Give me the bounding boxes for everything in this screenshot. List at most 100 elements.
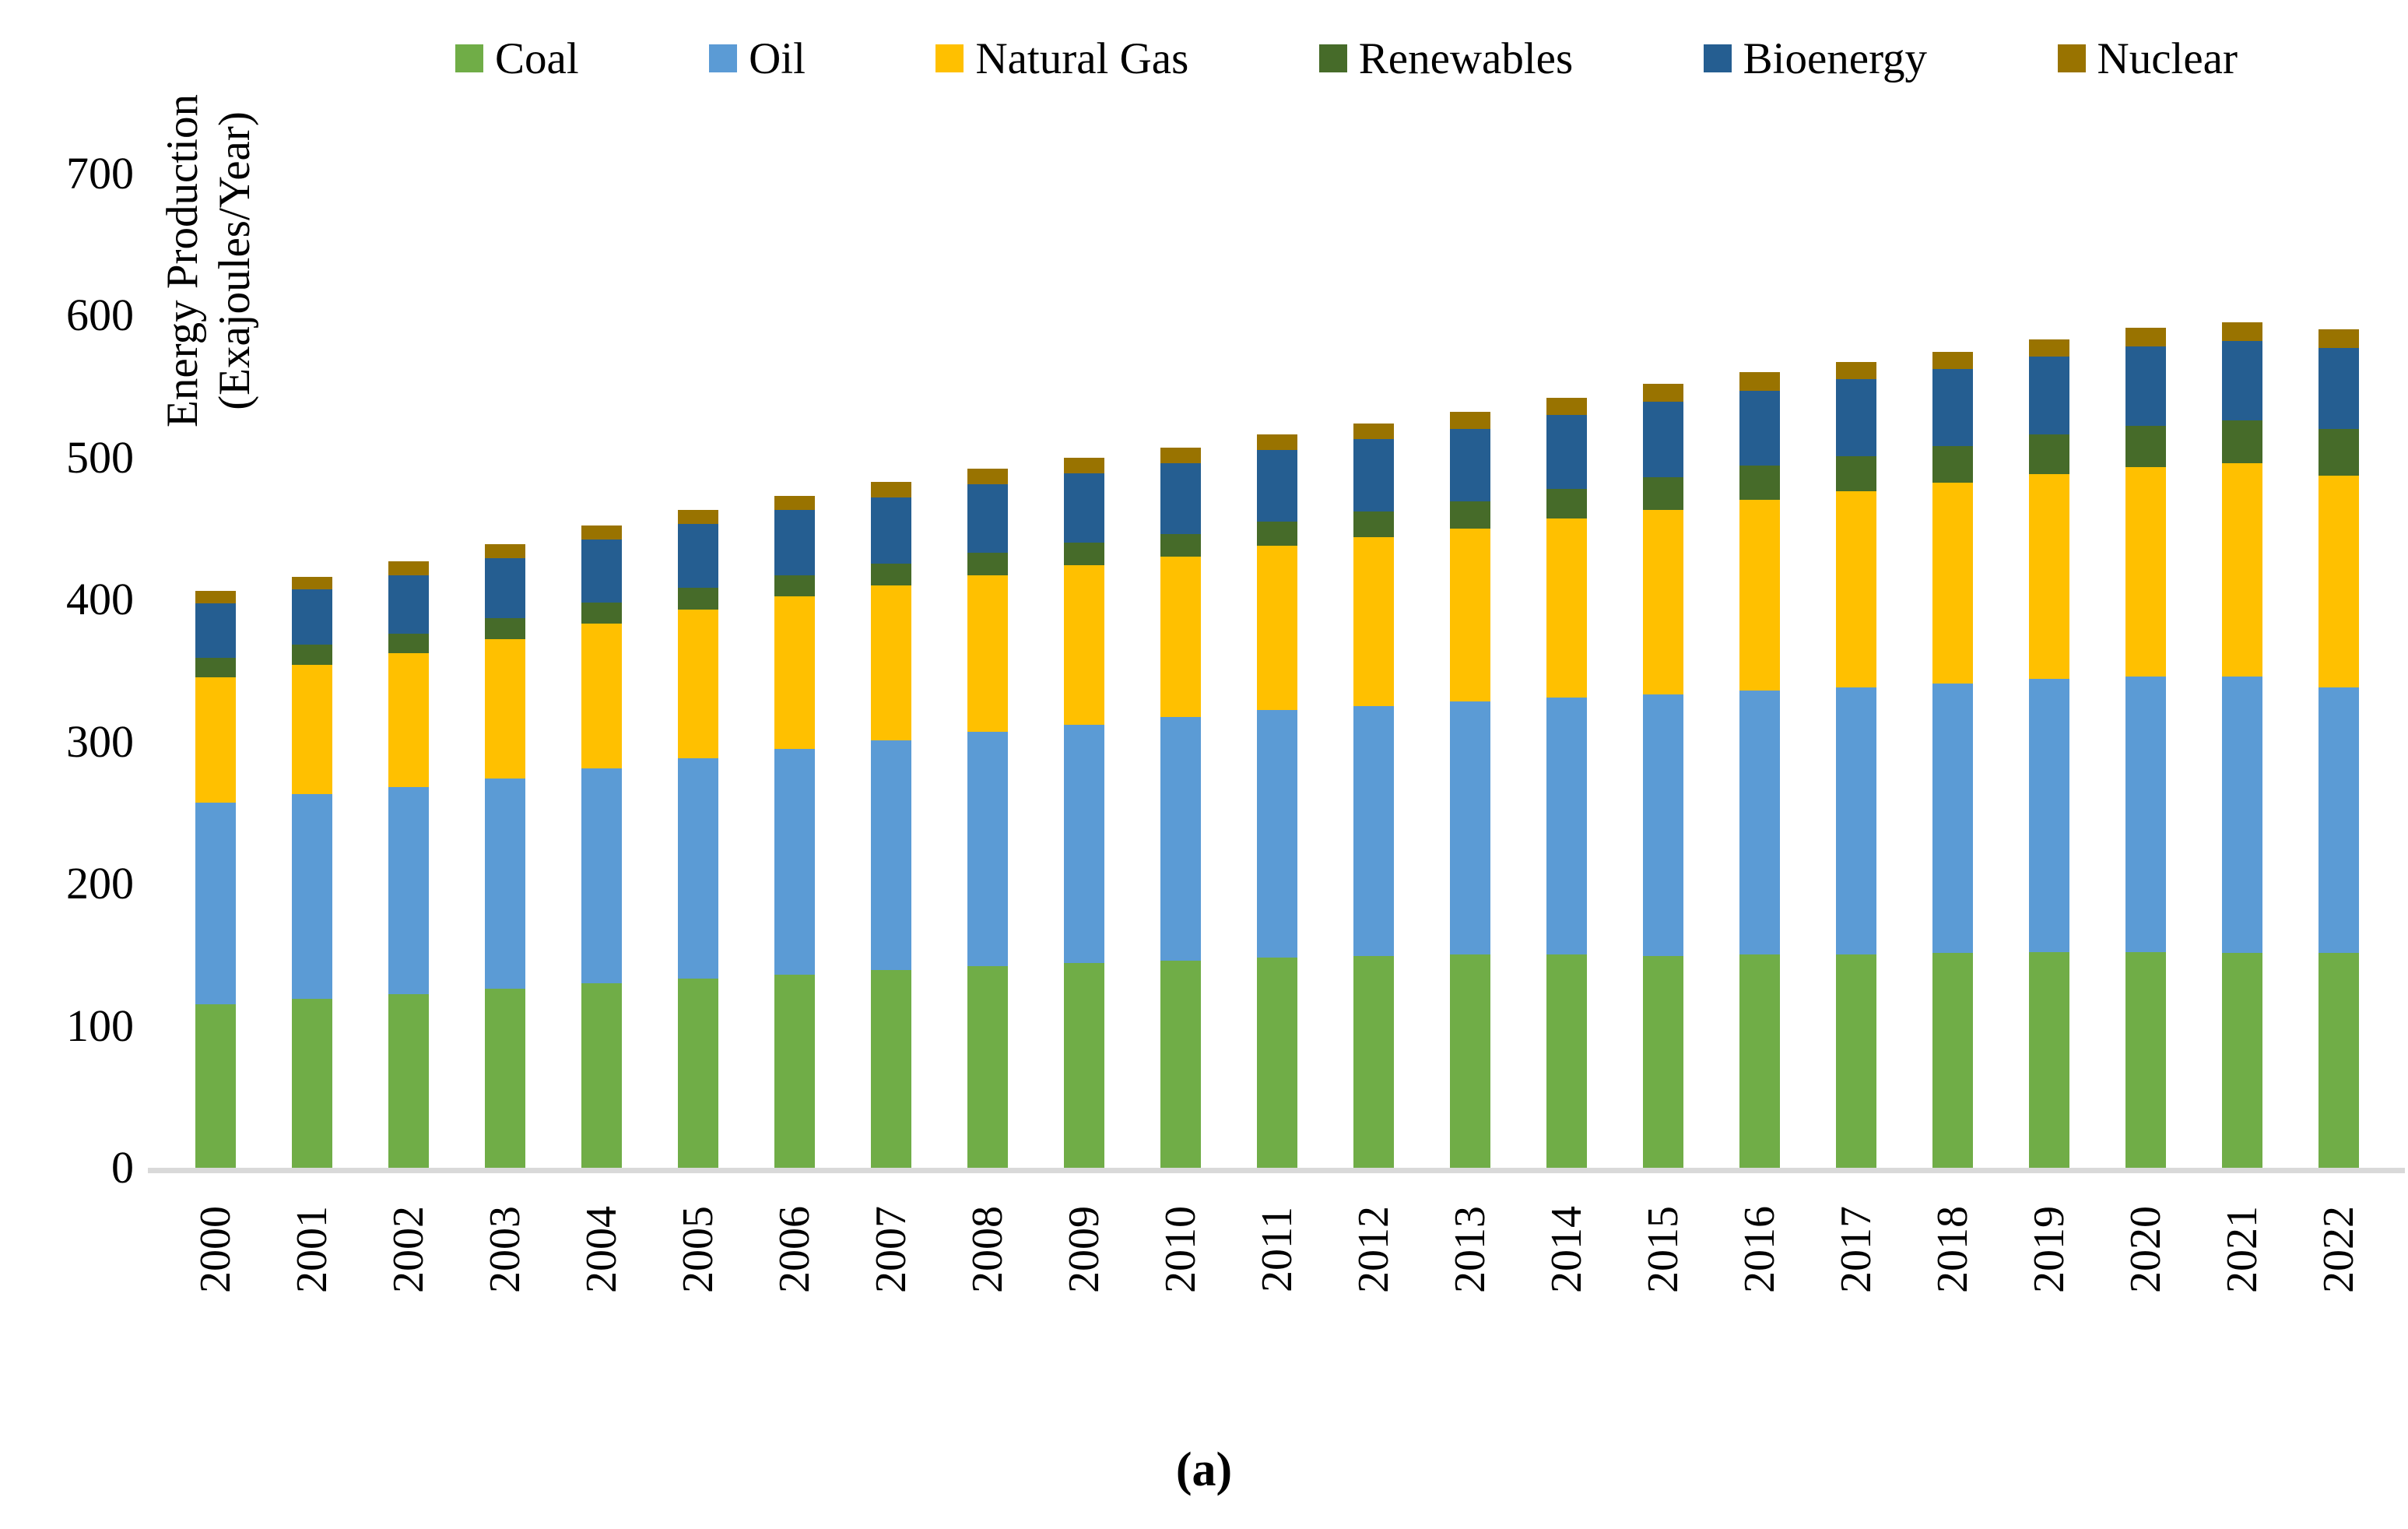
bar-segment-natural-gas-2002 bbox=[388, 653, 429, 787]
bar-segment-oil-2019 bbox=[2028, 679, 2069, 952]
bar-segment-bioenergy-2008 bbox=[967, 484, 1008, 553]
bar-segment-oil-2008 bbox=[967, 731, 1008, 966]
bar-segment-nuclear-2002 bbox=[388, 561, 429, 575]
bar-segment-coal-2005 bbox=[677, 979, 718, 1168]
legend-label-oil: Oil bbox=[749, 33, 806, 83]
x-tick-label-2016: 2016 bbox=[1735, 1206, 1784, 1293]
bar-segment-oil-2014 bbox=[1546, 697, 1587, 955]
bar-segment-renewables-2010 bbox=[1160, 534, 1201, 557]
x-tick-label-2019: 2019 bbox=[2024, 1206, 2073, 1293]
x-tick-label-2009: 2009 bbox=[1059, 1206, 1108, 1293]
x-tick-label-2011: 2011 bbox=[1252, 1207, 1301, 1292]
bar-segment-coal-2015 bbox=[1642, 956, 1683, 1168]
x-tick-label-2015: 2015 bbox=[1638, 1206, 1687, 1293]
x-tick-label-2021: 2021 bbox=[2217, 1206, 2266, 1293]
bar-segment-renewables-2018 bbox=[1932, 445, 1973, 483]
bar-segment-nuclear-2015 bbox=[1642, 383, 1683, 402]
bar-segment-oil-2007 bbox=[870, 740, 911, 971]
bar-segment-natural-gas-2009 bbox=[1063, 565, 1104, 725]
bar-segment-coal-2008 bbox=[967, 965, 1008, 1168]
bar-segment-bioenergy-2003 bbox=[484, 558, 525, 618]
bar-segment-bioenergy-2015 bbox=[1642, 402, 1683, 478]
bar-segment-natural-gas-2020 bbox=[2125, 467, 2166, 677]
bar-segment-coal-2020 bbox=[2125, 951, 2166, 1168]
bar-segment-oil-2017 bbox=[1835, 687, 1876, 955]
bar-segment-nuclear-2010 bbox=[1160, 447, 1201, 463]
bar-segment-oil-2000 bbox=[195, 802, 236, 1005]
bar-segment-coal-2016 bbox=[1739, 954, 1780, 1168]
legend-swatch-coal bbox=[455, 44, 483, 72]
x-tick-label-2003: 2003 bbox=[480, 1206, 529, 1293]
bar-segment-renewables-2000 bbox=[195, 657, 236, 678]
bar-segment-bioenergy-2000 bbox=[195, 603, 236, 658]
x-tick-label-2013: 2013 bbox=[1445, 1206, 1494, 1293]
bar-segment-coal-2014 bbox=[1546, 954, 1587, 1168]
legend-item-bioenergy: Bioenergy bbox=[1703, 33, 1927, 84]
bar-segment-bioenergy-2004 bbox=[581, 540, 622, 603]
x-tick-label-2012: 2012 bbox=[1349, 1206, 1398, 1293]
x-axis-line bbox=[148, 1168, 2405, 1173]
y-tick-label-700: 700 bbox=[66, 147, 134, 199]
x-tick-label-2017: 2017 bbox=[1831, 1206, 1880, 1293]
bar-segment-nuclear-2013 bbox=[1449, 412, 1490, 429]
bar-segment-natural-gas-2022 bbox=[2318, 476, 2359, 688]
bar-segment-coal-2009 bbox=[1063, 963, 1104, 1168]
bar-segment-nuclear-2014 bbox=[1546, 397, 1587, 415]
legend-swatch-bioenergy bbox=[1703, 44, 1732, 72]
bar-segment-renewables-2014 bbox=[1546, 488, 1587, 518]
bar-segment-natural-gas-2006 bbox=[774, 596, 815, 749]
legend-swatch-oil bbox=[709, 44, 738, 72]
bar-segment-coal-2003 bbox=[484, 989, 525, 1168]
bar-segment-natural-gas-2004 bbox=[581, 624, 622, 769]
x-tick-label-2022: 2022 bbox=[2314, 1206, 2363, 1293]
bar-segment-renewables-2009 bbox=[1063, 543, 1104, 566]
bar-segment-renewables-2006 bbox=[774, 575, 815, 597]
bar-segment-nuclear-2000 bbox=[195, 591, 236, 604]
bar-segment-renewables-2002 bbox=[388, 633, 429, 654]
bar-segment-oil-2022 bbox=[2318, 687, 2359, 954]
bar-segment-bioenergy-2017 bbox=[1835, 379, 1876, 456]
bar-segment-natural-gas-2008 bbox=[967, 575, 1008, 732]
bar-segment-oil-2004 bbox=[581, 768, 622, 983]
bar-segment-bioenergy-2010 bbox=[1160, 462, 1201, 535]
bar-segment-nuclear-2012 bbox=[1353, 423, 1394, 439]
legend-item-nuclear: Nuclear bbox=[2057, 33, 2238, 84]
legend-item-oil: Oil bbox=[709, 33, 806, 84]
bar-segment-oil-2013 bbox=[1449, 701, 1490, 955]
bar-segment-coal-2006 bbox=[774, 974, 815, 1168]
bar-segment-bioenergy-2002 bbox=[388, 575, 429, 634]
y-tick-label-200: 200 bbox=[66, 858, 134, 909]
bar-segment-renewables-2008 bbox=[967, 552, 1008, 575]
bar-segment-coal-2017 bbox=[1835, 954, 1876, 1168]
bar-segment-natural-gas-2013 bbox=[1449, 528, 1490, 702]
legend: Coal Oil Natural Gas Renewables Bioenergy Nuc… bbox=[455, 31, 2238, 86]
x-tick-label-2001: 2001 bbox=[287, 1206, 336, 1293]
bar-segment-oil-2010 bbox=[1160, 717, 1201, 961]
y-tick-label-0: 0 bbox=[111, 1142, 134, 1193]
bar-segment-bioenergy-2019 bbox=[2028, 356, 2069, 435]
bar-segment-oil-2021 bbox=[2221, 676, 2262, 954]
bar-segment-renewables-2019 bbox=[2028, 434, 2069, 475]
bar-segment-natural-gas-2007 bbox=[870, 585, 911, 740]
bar-segment-nuclear-2018 bbox=[1932, 352, 1973, 370]
bar-segment-coal-2013 bbox=[1449, 954, 1490, 1168]
bar-segment-oil-2006 bbox=[774, 748, 815, 975]
bar-segment-natural-gas-2019 bbox=[2028, 474, 2069, 680]
bar-segment-coal-2007 bbox=[870, 970, 911, 1168]
bar-segment-nuclear-2021 bbox=[2221, 322, 2262, 341]
x-tick-label-2020: 2020 bbox=[2121, 1206, 2170, 1293]
bar-segment-natural-gas-2003 bbox=[484, 639, 525, 779]
bar-segment-coal-2000 bbox=[195, 1004, 236, 1168]
bar-segment-renewables-2003 bbox=[484, 617, 525, 640]
bar-segment-coal-2012 bbox=[1353, 956, 1394, 1168]
bar-segment-coal-2019 bbox=[2028, 951, 2069, 1168]
bar-segment-nuclear-2009 bbox=[1063, 457, 1104, 473]
bar-segment-bioenergy-2020 bbox=[2125, 346, 2166, 427]
bar-segment-bioenergy-2005 bbox=[677, 524, 718, 589]
x-tick-label-2010: 2010 bbox=[1156, 1206, 1205, 1293]
bar-segment-renewables-2004 bbox=[581, 602, 622, 624]
bar-segment-nuclear-2007 bbox=[870, 481, 911, 497]
bar-segment-renewables-2013 bbox=[1449, 501, 1490, 529]
x-tick-label-2005: 2005 bbox=[673, 1206, 722, 1293]
